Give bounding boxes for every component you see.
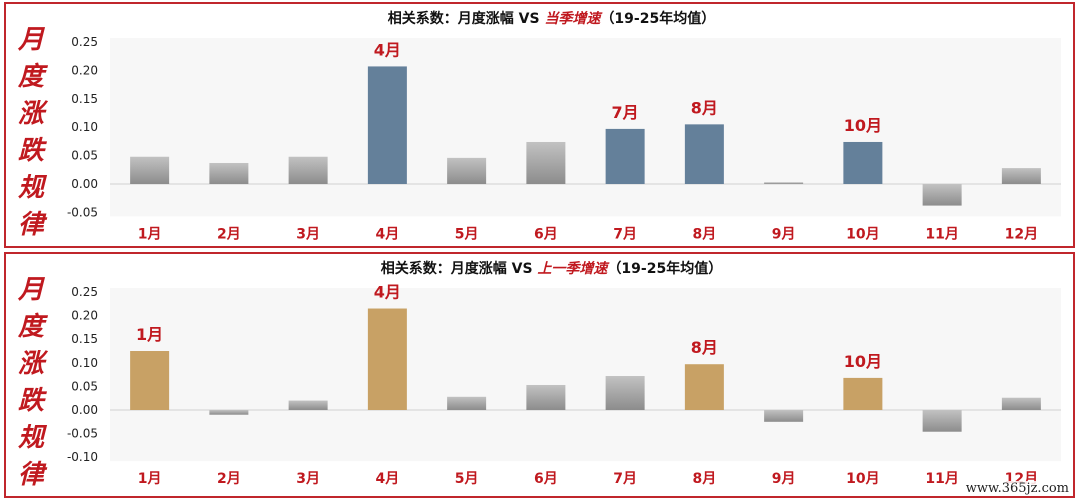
x-tick-label: 1月 [138,471,162,487]
bar-9月 [764,410,804,422]
y-tick-label: -0.05 [67,205,98,219]
bar-annotation: 4月 [374,40,401,59]
bar-chart-previous-quarter: 相关系数：月度涨幅 VS 上一季增速（19-25年均值） 0.25 0.20 0.15… [67,260,1061,487]
plot-area [110,288,1061,462]
chart-title: 相关系数：月度涨幅 VS 上一季增速（19-25年均值） [381,260,722,277]
bar-7月 [605,128,645,184]
y-tick-label: -0.05 [67,427,98,441]
x-tick-label: 10月 [846,226,879,242]
bar-annotation: 10月 [844,352,882,371]
bar-1月 [130,351,170,410]
y-tick-label: 0.00 [71,177,98,191]
plot-area [110,38,1061,217]
y-tick-label: 0.20 [71,63,98,77]
x-tick-label: 8月 [693,226,717,242]
side-label-char: 规 [17,173,44,203]
side-label: 月 度 涨 跌 规 律 [8,272,54,494]
side-label-char: 涨 [17,99,44,129]
y-tick-label: 0.00 [71,403,98,417]
x-tick-label: 4月 [376,226,400,242]
y-tick-label: -0.10 [67,450,98,464]
x-tick-label: 3月 [296,226,320,242]
x-tick-label: 7月 [613,226,637,242]
bar-2月 [209,410,249,415]
bar-annotation: 1月 [136,325,163,344]
side-label: 月 度 涨 跌 规 律 [8,22,54,244]
bar-annotation: 8月 [691,338,718,357]
bar-8月 [684,364,724,410]
bar-6月 [526,141,566,184]
side-label-char: 跌 [17,136,44,166]
x-tick-label: 8月 [693,471,717,487]
x-tick-label: 9月 [772,471,796,487]
side-label-char: 月 [17,275,44,305]
bar-chart-current-quarter: 相关系数：月度涨幅 VS 当季增速（19-25年均值） 0.25 0.20 0.15 0… [67,10,1061,242]
bar-3月 [288,400,328,410]
x-tick-label: 7月 [613,471,637,487]
side-label-char: 规 [17,423,44,453]
y-tick-label: 0.15 [71,332,98,346]
bar-7月 [605,376,645,410]
x-tick-label: 9月 [772,226,796,242]
bar-annotation: 4月 [374,283,401,302]
side-label-char: 涨 [17,349,44,379]
bar-5月 [447,157,487,184]
bar-6月 [526,384,566,410]
chart-panel-previous-quarter: 月 度 涨 跌 规 律 相关系数：月度涨幅 VS 上一季增速（19-25年均值）… [4,252,1075,498]
x-tick-label: 3月 [296,471,320,487]
chart-title: 相关系数：月度涨幅 VS 当季增速（19-25年均值） [388,10,715,27]
bar-9月 [764,182,804,184]
bar-11月 [922,410,962,432]
side-label-char: 律 [17,460,44,490]
bar-12月 [1001,397,1041,410]
bar-annotation: 8月 [691,98,718,117]
x-tick-label: 6月 [534,226,558,242]
bar-10月 [843,377,883,410]
x-tick-label: 6月 [534,471,558,487]
y-tick-label: 0.25 [71,35,98,49]
side-label-char: 跌 [17,386,44,416]
watermark: www.365jz.com [962,481,1072,496]
x-tick-label: 11月 [925,471,958,487]
y-tick-label: 0.10 [71,120,98,134]
x-tick-label: 1月 [138,226,162,242]
chart-panel-current-quarter: 月 度 涨 跌 规 律 相关系数：月度涨幅 VS 当季增速（19-25年均值） 0… [4,2,1075,248]
side-label-char: 月 [17,25,44,55]
y-tick-label: 0.15 [71,92,98,106]
bar-8月 [684,124,724,184]
y-tick-label: 0.05 [71,149,98,163]
bar-3月 [288,156,328,184]
x-tick-label: 5月 [455,471,479,487]
bar-1月 [130,156,170,184]
bar-4月 [367,308,407,410]
bar-4月 [367,66,407,184]
side-label-char: 度 [17,62,44,92]
y-tick-label: 0.20 [71,309,98,323]
bar-11月 [922,184,962,206]
bar-10月 [843,141,883,184]
x-tick-label: 5月 [455,226,479,242]
bar-annotation: 10月 [844,116,882,135]
x-tick-label: 12月 [1005,226,1038,242]
x-tick-label: 11月 [925,226,958,242]
x-tick-label: 10月 [846,471,879,487]
bar-annotation: 7月 [612,103,639,122]
x-tick-label: 2月 [217,471,241,487]
bar-5月 [447,396,487,410]
bar-2月 [209,162,249,184]
side-label-char: 律 [17,210,44,240]
bar-12月 [1001,168,1041,184]
y-tick-label: 0.10 [71,356,98,370]
x-tick-label: 2月 [217,226,241,242]
x-tick-label: 4月 [376,471,400,487]
y-tick-label: 0.05 [71,379,98,393]
y-tick-label: 0.25 [71,285,98,299]
side-label-char: 度 [17,312,44,342]
